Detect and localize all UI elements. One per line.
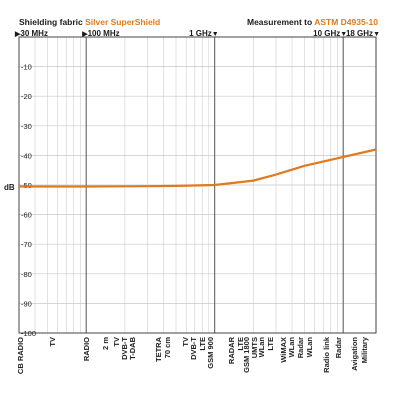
triangle-down-icon: ▼ — [373, 31, 380, 38]
band-label: LTE — [198, 337, 207, 351]
band-label: GSM 1800 — [242, 337, 251, 373]
band-label: DVB-T — [120, 337, 129, 360]
triangle-right-icon: ▶ — [82, 31, 88, 38]
measurement-prefix: Measurement to — [246, 17, 315, 27]
y-tick-label: -90 — [21, 299, 32, 308]
y-tick-label: -10 — [21, 63, 32, 72]
band-label: Radar — [334, 337, 343, 358]
frequency-marker: ▶30 MHz — [15, 29, 48, 38]
band-label: GSM 900 — [206, 337, 215, 369]
y-axis-label: dB — [4, 183, 15, 192]
band-label: DVB-T — [189, 337, 198, 360]
band-label: 2 m — [101, 337, 110, 350]
band-label: WLan — [257, 337, 266, 358]
y-tick-label: -20 — [21, 92, 32, 101]
chart-title-left: Shielding fabric Silver SuperShield — [19, 17, 160, 27]
chart-title-right: Measurement to ASTM D4935-10 — [247, 17, 378, 27]
frequency-marker-label: 10 GHz — [313, 29, 341, 38]
plot-frame — [18, 36, 377, 334]
frequency-marker-label: 30 MHz — [20, 29, 48, 38]
y-tick-label: -30 — [21, 122, 32, 131]
y-tick-label: -70 — [21, 240, 32, 249]
band-label: WLan — [287, 337, 296, 358]
frequency-marker-label: 1 GHz — [189, 29, 212, 38]
band-label: RADIO — [82, 337, 91, 361]
y-tick-label: -60 — [21, 211, 32, 220]
band-label: 70 cm — [163, 337, 172, 359]
band-label: UMTS — [250, 337, 259, 358]
frequency-marker: 18 GHz▼ — [346, 29, 380, 38]
band-label: Avigation — [350, 337, 359, 371]
band-label: LTE — [236, 337, 245, 351]
frequency-marker-label: 100 MHz — [87, 29, 120, 38]
band-label: CB RADIO — [16, 337, 25, 374]
frequency-marker: ▶100 MHz — [82, 29, 119, 38]
shielding-attenuation-line — [19, 148, 377, 188]
frequency-marker: 1 GHz▼ — [189, 29, 219, 38]
title-prefix: Shielding fabric — [19, 17, 86, 27]
band-label: Radar — [296, 337, 305, 358]
triangle-right-icon: ▶ — [15, 31, 21, 38]
triangle-down-icon: ▼ — [211, 31, 219, 38]
band-label: T-DAB — [128, 336, 137, 359]
band-label: TV — [112, 337, 121, 347]
frequency-marker-label: 18 GHz — [345, 29, 374, 38]
y-tick-label: -80 — [21, 270, 32, 279]
band-label: TETRA — [154, 336, 163, 362]
band-label: WiMAX — [279, 337, 288, 363]
y-tick-label: -100 — [21, 329, 36, 338]
standard-name: ASTM D4935-10 — [314, 17, 378, 27]
band-label: Military — [360, 336, 369, 363]
fabric-name: Silver SuperShield — [85, 17, 161, 27]
triangle-down-icon: ▼ — [340, 31, 348, 38]
band-label: RADAR — [227, 336, 236, 364]
frequency-marker: 10 GHz▼ — [313, 29, 347, 38]
y-tick-label: -40 — [21, 151, 32, 160]
band-label: WLan — [305, 337, 314, 358]
band-label: Radio link — [322, 336, 331, 373]
band-label: LTE — [266, 337, 275, 351]
band-label: TV — [48, 337, 57, 347]
band-label: TV — [181, 337, 190, 347]
